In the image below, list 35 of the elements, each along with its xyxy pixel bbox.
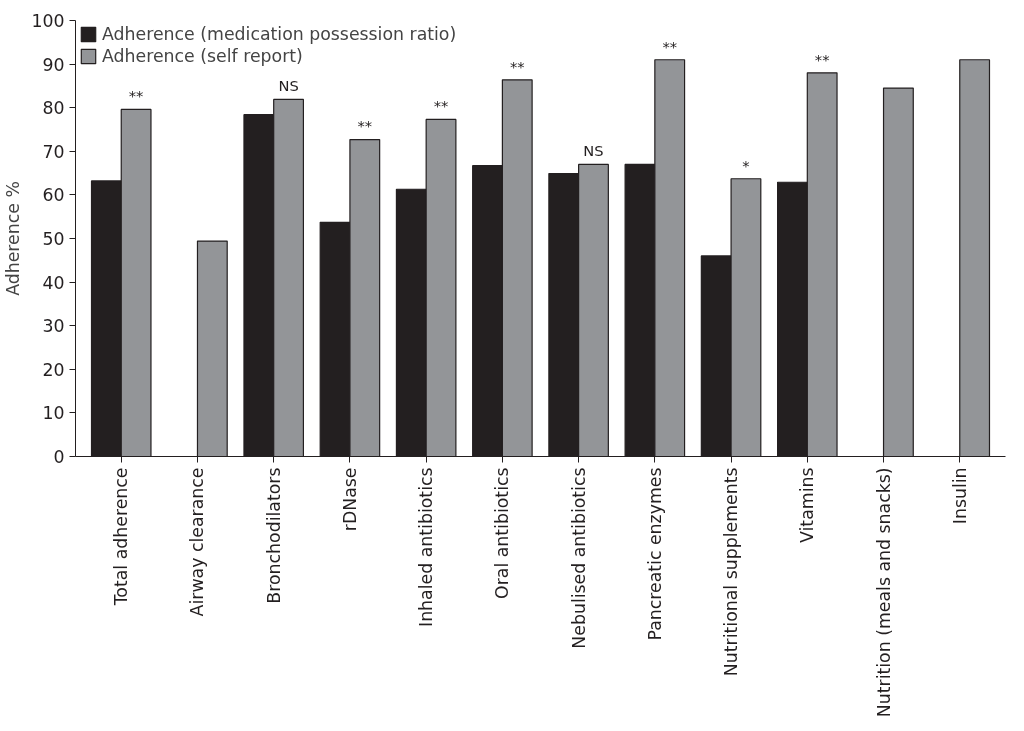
- x-tick-label: Total adherence: [111, 467, 132, 607]
- annotation: **: [662, 37, 678, 55]
- annotation: **: [357, 117, 373, 135]
- annotation: NS: [278, 77, 299, 95]
- y-tick-label: 30: [42, 316, 65, 337]
- annotation: **: [128, 87, 144, 105]
- y-tick-label: 40: [42, 272, 65, 293]
- y-tick-label: 50: [42, 229, 65, 249]
- x-tick-label: Nebulised antibiotics: [568, 467, 589, 649]
- x-tick-label: Nutrition (meals and snacks): [873, 467, 894, 718]
- legend-label: Adherence (self report): [102, 46, 303, 66]
- annotation: **: [509, 57, 525, 75]
- y-tick-label: 20: [42, 359, 65, 380]
- y-tick-label: 100: [31, 11, 65, 31]
- annotation: NS: [583, 142, 604, 160]
- x-tick-label: Oral antibiotics: [492, 467, 513, 599]
- x-tick-label: Nutritional supplements: [721, 467, 742, 677]
- annotation: **: [814, 50, 830, 68]
- y-axis-title: Adherence %: [3, 181, 24, 296]
- x-tick-label: Vitamins: [797, 467, 818, 543]
- y-tick-label: 10: [42, 403, 65, 424]
- y-tick-label: 80: [42, 98, 65, 119]
- legend-label: Adherence (medication possession ratio): [102, 24, 457, 44]
- y-tick-label: 90: [42, 54, 65, 75]
- x-tick-label: Inhaled antibiotics: [416, 467, 437, 627]
- x-tick-label: Pancreatic enzymes: [644, 467, 665, 641]
- annotation: *: [742, 156, 750, 174]
- x-tick-label: Bronchodilators: [263, 467, 284, 604]
- y-tick-label: 0: [53, 447, 65, 467]
- x-tick-label: Airway clearance: [187, 467, 208, 617]
- y-tick-label: 60: [42, 185, 65, 206]
- y-tick-label: 70: [42, 141, 65, 162]
- x-tick-label: rDNase: [339, 467, 360, 532]
- x-tick-label: Insulin: [949, 467, 970, 525]
- annotation: **: [433, 97, 449, 115]
